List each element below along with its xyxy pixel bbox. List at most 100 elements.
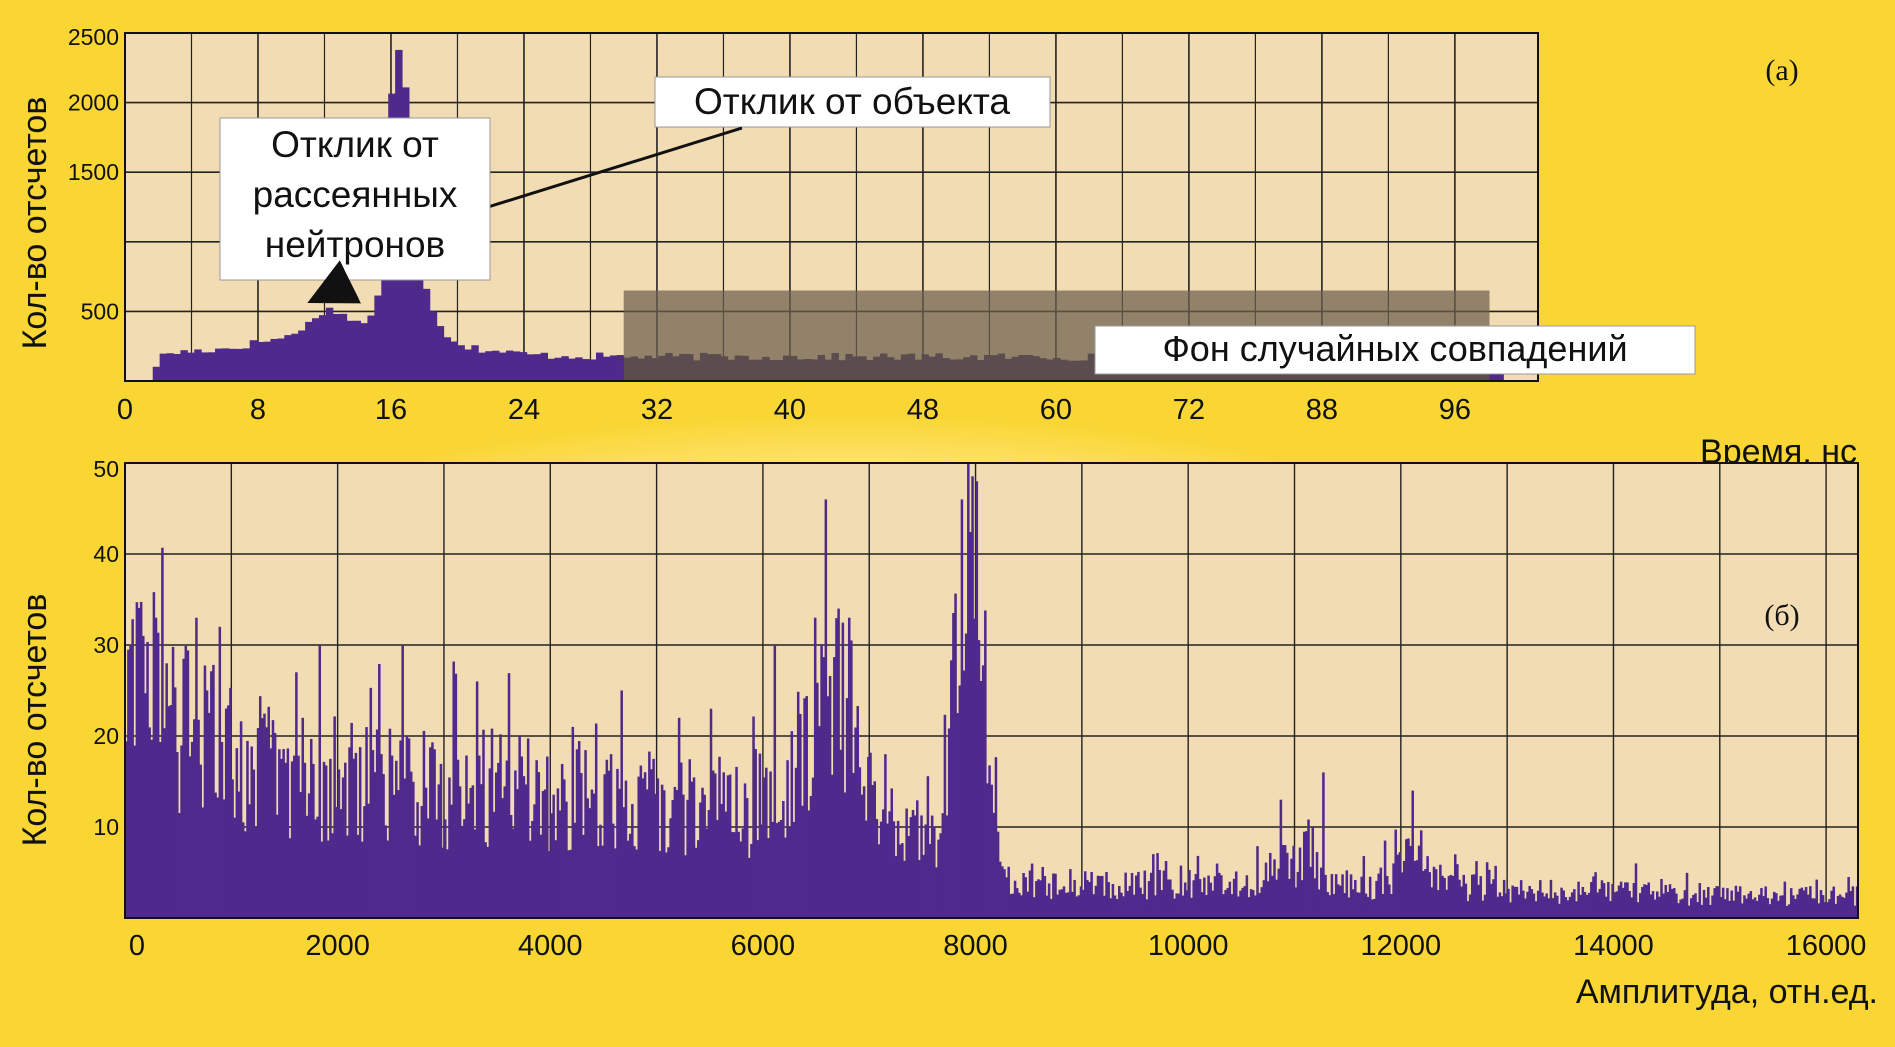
- panel-b-bar: [1826, 902, 1829, 918]
- panel-b-bar: [1781, 895, 1784, 918]
- panel-a-bar: [533, 354, 542, 381]
- panel-b-bar: [1724, 899, 1727, 918]
- panel-b-bar: [818, 726, 821, 918]
- panel-b-bar: [352, 758, 356, 918]
- panel-b-bar: [439, 763, 443, 918]
- panel-b-bar: [137, 607, 141, 918]
- panel-b-bar: [1528, 885, 1531, 918]
- panel-b-bar: [1222, 894, 1225, 918]
- panel-b-bar: [422, 730, 426, 918]
- panel-b-bar: [1245, 875, 1249, 918]
- panel-b-bar: [1035, 881, 1038, 918]
- panel-b-bar: [1194, 873, 1198, 918]
- panel-b-bar: [269, 748, 273, 918]
- panel-a-bar: [596, 352, 604, 381]
- panel-b-bar: [227, 705, 230, 918]
- panel-b-bar: [1294, 887, 1298, 918]
- panel-b-bar: [446, 849, 449, 918]
- panel-b-bar: [207, 712, 211, 918]
- panel-b-bar: [329, 758, 332, 918]
- panel-b-bar: [1768, 904, 1772, 918]
- panel-b-bar: [864, 820, 868, 918]
- panel-b-bar: [301, 717, 305, 918]
- panel-b-bar: [758, 753, 762, 918]
- panel-a-bar: [270, 338, 278, 381]
- panel-b-bar: [275, 814, 279, 918]
- panel-b-bar: [1853, 905, 1857, 918]
- panel-b-bar: [1470, 874, 1474, 918]
- panel-b-bar: [1181, 895, 1185, 918]
- panel-b-bar: [263, 713, 266, 918]
- panel-a-bar: [492, 350, 500, 381]
- panel-b-bar: [599, 824, 602, 918]
- panel-b-bar: [1143, 870, 1147, 918]
- panel-b-bar: [888, 811, 891, 918]
- panel-b-bar: [1405, 839, 1408, 918]
- panel-b-bar: [1030, 863, 1034, 918]
- panel-b-bar: [1354, 879, 1357, 918]
- panel-b-bar: [1815, 879, 1818, 918]
- panel-b-bar: [1651, 891, 1655, 918]
- panel-b-bar: [333, 716, 336, 918]
- panel-b-bar: [320, 841, 324, 918]
- panel-b-bar: [1377, 873, 1380, 918]
- panel-b-bar: [701, 787, 704, 918]
- panel-b-bar: [648, 751, 651, 918]
- panel-a-bar: [291, 333, 299, 381]
- panel-b-bar: [1685, 872, 1689, 918]
- panel-b-bar: [1753, 897, 1757, 918]
- panel-b-bar: [1477, 884, 1480, 918]
- panel-b-bar: [1213, 876, 1217, 918]
- panel-b-bar: [677, 717, 681, 918]
- panel-b-bar: [1604, 896, 1608, 918]
- panel-b-bar: [1609, 901, 1612, 918]
- panel-a-bar: [568, 358, 576, 381]
- panel-b-y-tick-label: 40: [93, 541, 119, 567]
- panel-b-text: 10 20 30 40 50 0 2000 4000 6000 8000 10000 12000 140…: [16, 456, 1878, 1011]
- panel-a-bar: [339, 313, 348, 381]
- panel-b-bar: [1037, 879, 1040, 918]
- panel-b-bar: [650, 769, 653, 918]
- panel-b-bar: [1069, 869, 1072, 918]
- panel-b-bar: [1668, 884, 1672, 918]
- panel-b-bar: [854, 727, 857, 918]
- panel-b-bar: [1298, 847, 1302, 918]
- panel-b-bar: [1128, 885, 1132, 918]
- panel-b-bar: [1796, 894, 1799, 918]
- panel-b-bar: [292, 755, 296, 918]
- panel-b-bar: [197, 719, 200, 918]
- panel-b-bar: [1164, 861, 1168, 918]
- panel-b-bar: [1590, 881, 1593, 918]
- panel-a-bar: [1496, 373, 1504, 381]
- panel-b-bar: [1730, 890, 1733, 918]
- panel-b-x-tick-label: 4000: [518, 930, 583, 962]
- panel-b-bar: [1200, 892, 1204, 918]
- panel-b-bar: [1556, 895, 1559, 918]
- panel-a-bar: [582, 359, 590, 381]
- panel-b-bar: [899, 844, 902, 918]
- panel-b-bar: [524, 784, 528, 918]
- panel-b-bar: [1726, 888, 1729, 918]
- panel-b-bar: [1309, 866, 1312, 918]
- panel-b-bar: [1258, 892, 1261, 918]
- panel-b-bar: [1653, 899, 1657, 918]
- panel-b-bar: [1066, 892, 1070, 918]
- panel-b-bar: [309, 738, 313, 918]
- panel-b-bar: [894, 856, 898, 918]
- panel-a-bar: [526, 354, 535, 381]
- panel-b-bar: [1649, 894, 1653, 918]
- panel-b-bar: [312, 763, 315, 918]
- panel-a-y-axis-title: Кол-во отсчетов: [16, 97, 54, 350]
- panel-b-bar: [1166, 879, 1170, 918]
- panel-b-bar: [1507, 888, 1510, 918]
- panel-b-bar: [375, 729, 379, 918]
- panel-a-bar: [159, 353, 168, 381]
- panel-b-bar: [1530, 889, 1534, 918]
- panel-b-bar: [1239, 890, 1242, 918]
- panel-b-bar: [1071, 891, 1074, 918]
- panel-b-bar: [490, 728, 494, 918]
- panel-b-bar: [1498, 892, 1502, 918]
- panel-b-bar: [869, 752, 872, 918]
- panel-a-bar: [429, 311, 438, 381]
- panel-b-bar: [1003, 869, 1006, 918]
